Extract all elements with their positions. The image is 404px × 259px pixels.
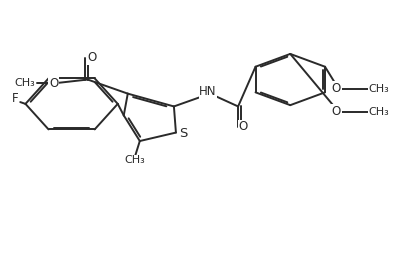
Text: CH₃: CH₃ [14,78,35,88]
Text: CH₃: CH₃ [368,106,389,117]
Text: O: O [88,51,97,64]
Text: S: S [179,127,187,140]
Text: CH₃: CH₃ [124,155,145,165]
Text: O: O [332,105,341,118]
Text: F: F [12,92,19,105]
Text: CH₃: CH₃ [368,83,389,93]
Text: O: O [238,120,248,133]
Text: HN: HN [199,85,217,98]
Text: O: O [332,82,341,95]
Text: O: O [49,77,58,90]
